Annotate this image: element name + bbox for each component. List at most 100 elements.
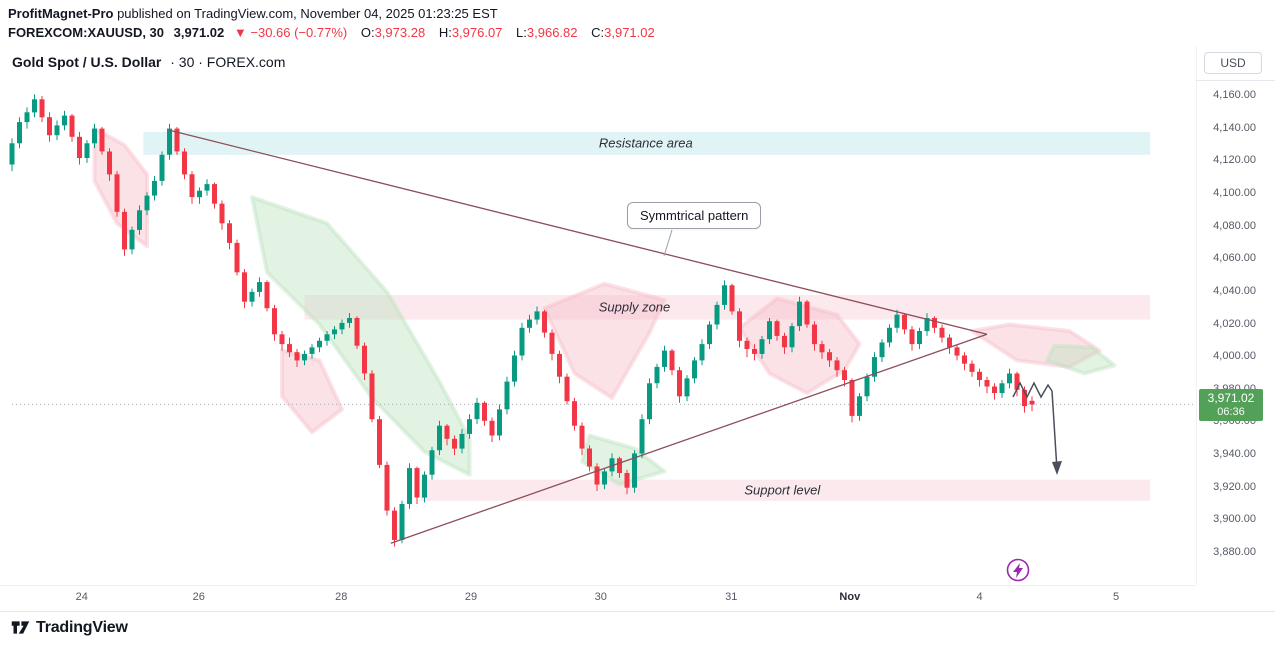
candle-body bbox=[879, 342, 885, 358]
time-tick-label: 29 bbox=[464, 591, 478, 603]
candle-body bbox=[782, 335, 787, 348]
time-tick-label: 24 bbox=[75, 591, 88, 603]
trendline[interactable] bbox=[169, 129, 988, 335]
last-price-tag: 3,971.02 06:36 bbox=[1199, 389, 1263, 422]
candle-body bbox=[182, 151, 187, 175]
candle-body bbox=[549, 332, 555, 354]
candle-body bbox=[594, 466, 600, 485]
candle-body bbox=[369, 373, 375, 420]
candle-body bbox=[587, 448, 592, 467]
candle-body bbox=[407, 468, 412, 504]
price-tick-label: 4,000.00 bbox=[1213, 350, 1256, 363]
candle-body bbox=[999, 383, 1005, 394]
price-tick-label: 4,060.00 bbox=[1213, 252, 1256, 265]
candle-body bbox=[279, 334, 285, 345]
candle-body bbox=[497, 409, 502, 436]
candle-body bbox=[834, 360, 840, 371]
low-value: 3,966.82 bbox=[526, 25, 578, 40]
candle-body bbox=[759, 339, 765, 354]
candle-body bbox=[152, 180, 157, 196]
candle-body bbox=[849, 380, 855, 416]
candle-body bbox=[917, 331, 922, 345]
bar-countdown: 06:36 bbox=[1217, 406, 1245, 419]
candle-body bbox=[909, 329, 915, 345]
candle-body bbox=[302, 353, 307, 361]
candle-body bbox=[722, 285, 727, 305]
trendline[interactable] bbox=[390, 333, 988, 544]
candle-body bbox=[1007, 373, 1012, 384]
tradingview-footer-link[interactable]: TradingView bbox=[10, 617, 128, 638]
close-label: C: bbox=[591, 25, 605, 40]
candle-body bbox=[939, 327, 945, 338]
candle-body bbox=[309, 347, 315, 354]
candle-body bbox=[219, 203, 225, 224]
candle-body bbox=[512, 355, 517, 382]
zone-band[interactable] bbox=[143, 131, 1151, 155]
candle-body bbox=[62, 115, 67, 126]
high-label: H: bbox=[438, 25, 452, 40]
candle-body bbox=[609, 458, 615, 472]
candle-body bbox=[489, 420, 495, 436]
header-last-price: 3,971.02 bbox=[173, 25, 225, 40]
candle-body bbox=[204, 184, 210, 191]
candle-body bbox=[9, 143, 15, 165]
symbol-info-row: FOREXCOM:XAUUSD, 30 3,971.02 ▼ −30.66 (−… bbox=[8, 25, 655, 40]
zone-band[interactable] bbox=[420, 479, 1151, 501]
candle-body bbox=[347, 318, 352, 323]
candle-body bbox=[234, 242, 240, 273]
candle-body bbox=[504, 381, 510, 410]
candle-body bbox=[32, 99, 37, 113]
candle-body bbox=[167, 128, 172, 155]
prediction-arrow-shaft[interactable] bbox=[1051, 390, 1058, 471]
candle-body bbox=[384, 464, 390, 511]
candle-body bbox=[729, 285, 735, 312]
candle-body bbox=[632, 453, 637, 488]
high-value: 3,976.07 bbox=[451, 25, 503, 40]
candle-body bbox=[564, 376, 570, 402]
candle-body bbox=[189, 174, 195, 198]
candle-body bbox=[639, 419, 645, 454]
time-tick-label: 28 bbox=[335, 591, 348, 603]
candle-body bbox=[39, 99, 45, 118]
candle-body bbox=[924, 318, 930, 332]
candle-body bbox=[1029, 400, 1035, 405]
candle-body bbox=[774, 321, 780, 336]
candle-body bbox=[392, 510, 397, 540]
pattern-callout[interactable]: Symmtrical pattern bbox=[627, 202, 762, 229]
footer-divider bbox=[0, 611, 1275, 612]
candle-body bbox=[92, 128, 97, 144]
candle-body bbox=[414, 468, 420, 498]
candle-body bbox=[767, 321, 772, 340]
candle-body bbox=[197, 190, 202, 198]
zone-label[interactable]: Resistance area bbox=[598, 135, 693, 151]
zone-label[interactable]: Support level bbox=[744, 482, 821, 498]
candle-body bbox=[519, 327, 525, 356]
candle-body bbox=[77, 136, 82, 158]
candle-body bbox=[669, 350, 675, 371]
indicator-cloud bbox=[250, 195, 472, 477]
chart-legend[interactable]: Gold Spot / U.S. Dollar · 30 · FOREX.com bbox=[12, 54, 285, 70]
zone-band[interactable] bbox=[304, 295, 1151, 320]
time-axis-divider bbox=[0, 585, 1196, 586]
candle-body bbox=[977, 371, 982, 380]
candle-body bbox=[249, 291, 255, 302]
candle-body bbox=[887, 327, 892, 343]
zone-label[interactable]: Supply zone bbox=[598, 299, 671, 315]
publish-info: ProfitMagnet-Pro published on TradingVie… bbox=[8, 6, 498, 21]
price-change: ▼ −30.66 (−0.77%) bbox=[233, 25, 348, 40]
candle-body bbox=[872, 357, 877, 377]
candle-body bbox=[684, 378, 690, 397]
indicator-cloud bbox=[542, 281, 667, 400]
candle-body bbox=[902, 314, 907, 330]
candle-body bbox=[444, 425, 450, 439]
currency-toggle-button[interactable]: USD bbox=[1204, 52, 1262, 74]
prediction-zigzag[interactable] bbox=[1012, 381, 1053, 399]
indicator-cloud bbox=[1045, 343, 1117, 376]
candle-body bbox=[954, 347, 960, 356]
candle-body bbox=[572, 401, 577, 426]
publish-suffix: published on TradingView.com, November 0… bbox=[113, 6, 498, 21]
last-price-tag-value: 3,971.02 bbox=[1207, 391, 1255, 406]
candle-body bbox=[744, 340, 750, 349]
candle-body bbox=[992, 386, 997, 393]
